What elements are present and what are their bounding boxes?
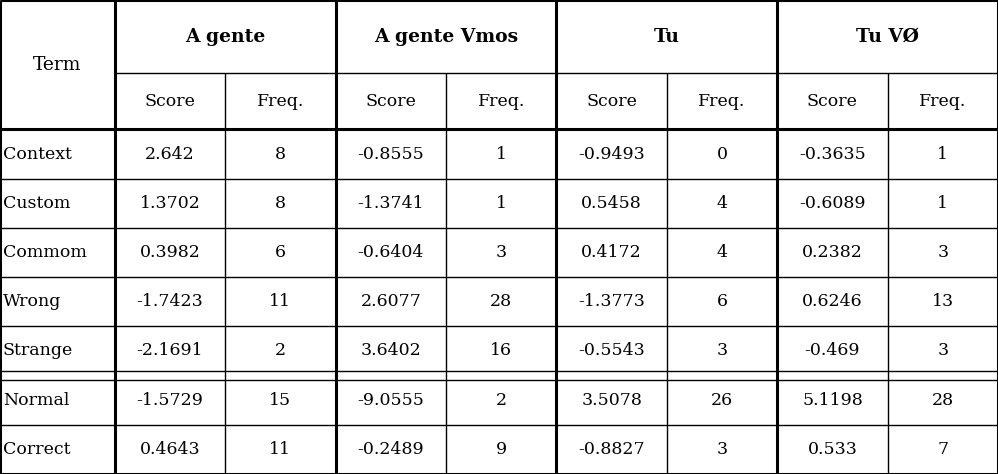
Text: 0.2382: 0.2382 bbox=[802, 244, 863, 261]
Text: 8: 8 bbox=[274, 195, 285, 212]
Text: 0.6246: 0.6246 bbox=[802, 293, 862, 310]
Text: 16: 16 bbox=[490, 342, 512, 359]
Text: 2: 2 bbox=[274, 342, 286, 359]
Text: Score: Score bbox=[145, 93, 196, 110]
Text: 6: 6 bbox=[717, 293, 728, 310]
Text: 3: 3 bbox=[937, 342, 948, 359]
Text: 1.3702: 1.3702 bbox=[140, 195, 201, 212]
Text: -9.0555: -9.0555 bbox=[357, 392, 424, 409]
Text: -0.8827: -0.8827 bbox=[578, 441, 645, 458]
Text: 15: 15 bbox=[269, 392, 291, 409]
Text: 3: 3 bbox=[717, 441, 728, 458]
Text: 0.4172: 0.4172 bbox=[581, 244, 642, 261]
Text: -1.7423: -1.7423 bbox=[137, 293, 204, 310]
Text: Strange: Strange bbox=[3, 342, 73, 359]
Text: 3: 3 bbox=[717, 342, 728, 359]
Text: Normal: Normal bbox=[3, 392, 70, 409]
Text: 1: 1 bbox=[496, 146, 507, 163]
Text: -0.469: -0.469 bbox=[804, 342, 860, 359]
Text: Context: Context bbox=[3, 146, 72, 163]
Text: 13: 13 bbox=[932, 293, 954, 310]
Text: -2.1691: -2.1691 bbox=[137, 342, 204, 359]
Text: 2: 2 bbox=[496, 392, 507, 409]
Text: A gente Vmos: A gente Vmos bbox=[374, 28, 518, 46]
Text: 11: 11 bbox=[269, 293, 291, 310]
Text: 11: 11 bbox=[269, 441, 291, 458]
Text: -0.9493: -0.9493 bbox=[578, 146, 645, 163]
Text: -0.6089: -0.6089 bbox=[799, 195, 865, 212]
Text: Score: Score bbox=[586, 93, 637, 110]
Text: 3.5078: 3.5078 bbox=[581, 392, 642, 409]
Text: Freq.: Freq. bbox=[477, 93, 525, 110]
Text: Correct: Correct bbox=[3, 441, 71, 458]
Text: -1.5729: -1.5729 bbox=[137, 392, 204, 409]
Text: 0: 0 bbox=[717, 146, 728, 163]
Text: 1: 1 bbox=[937, 146, 948, 163]
Text: Custom: Custom bbox=[3, 195, 71, 212]
Text: 1: 1 bbox=[496, 195, 507, 212]
Text: 28: 28 bbox=[490, 293, 512, 310]
Text: 7: 7 bbox=[937, 441, 948, 458]
Text: 8: 8 bbox=[274, 146, 285, 163]
Text: 0.533: 0.533 bbox=[807, 441, 857, 458]
Text: 0.3982: 0.3982 bbox=[140, 244, 201, 261]
Text: 2.6077: 2.6077 bbox=[360, 293, 421, 310]
Text: 5.1198: 5.1198 bbox=[802, 392, 862, 409]
Text: A gente: A gente bbox=[185, 28, 265, 46]
Text: 3: 3 bbox=[937, 244, 948, 261]
Text: Freq.: Freq. bbox=[919, 93, 966, 110]
Text: 6: 6 bbox=[274, 244, 285, 261]
Text: 3.6402: 3.6402 bbox=[360, 342, 421, 359]
Text: 4: 4 bbox=[717, 195, 728, 212]
Text: 1: 1 bbox=[937, 195, 948, 212]
Text: Score: Score bbox=[807, 93, 858, 110]
Text: Term: Term bbox=[33, 56, 82, 73]
Text: Commom: Commom bbox=[3, 244, 87, 261]
Text: Tu: Tu bbox=[654, 28, 680, 46]
Text: 0.4643: 0.4643 bbox=[140, 441, 201, 458]
Text: -1.3741: -1.3741 bbox=[357, 195, 424, 212]
Text: 3: 3 bbox=[496, 244, 507, 261]
Text: 28: 28 bbox=[932, 392, 954, 409]
Text: Freq.: Freq. bbox=[256, 93, 304, 110]
Text: 0.5458: 0.5458 bbox=[581, 195, 642, 212]
Text: Tu VØ: Tu VØ bbox=[856, 28, 919, 46]
Text: 9: 9 bbox=[496, 441, 507, 458]
Text: -0.5543: -0.5543 bbox=[578, 342, 645, 359]
Text: -0.2489: -0.2489 bbox=[357, 441, 424, 458]
Text: Freq.: Freq. bbox=[699, 93, 746, 110]
Text: -0.8555: -0.8555 bbox=[357, 146, 424, 163]
Text: -0.6404: -0.6404 bbox=[357, 244, 424, 261]
Text: 2.642: 2.642 bbox=[145, 146, 195, 163]
Text: -1.3773: -1.3773 bbox=[578, 293, 645, 310]
Text: -0.3635: -0.3635 bbox=[799, 146, 866, 163]
Text: Wrong: Wrong bbox=[3, 293, 61, 310]
Text: 26: 26 bbox=[711, 392, 734, 409]
Text: 4: 4 bbox=[717, 244, 728, 261]
Text: Score: Score bbox=[365, 93, 416, 110]
